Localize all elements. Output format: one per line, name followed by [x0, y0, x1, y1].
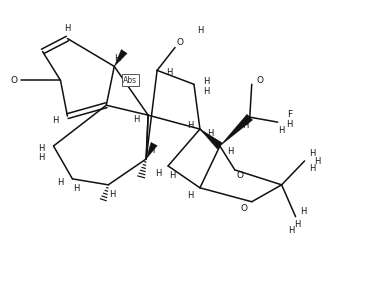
- Text: Abs: Abs: [123, 76, 137, 85]
- Polygon shape: [200, 129, 222, 149]
- Text: H: H: [166, 68, 172, 77]
- Text: H: H: [155, 169, 161, 178]
- Text: H: H: [197, 26, 203, 35]
- Polygon shape: [146, 142, 157, 159]
- Text: O: O: [10, 76, 17, 85]
- Text: H: H: [38, 145, 45, 154]
- Text: H: H: [64, 24, 70, 33]
- Text: H: H: [207, 129, 213, 138]
- Text: H: H: [203, 87, 209, 96]
- Text: H: H: [279, 126, 285, 135]
- Text: H: H: [227, 148, 233, 157]
- Text: H: H: [133, 115, 140, 124]
- Text: H: H: [52, 116, 59, 125]
- Text: F: F: [287, 110, 292, 119]
- Text: H: H: [148, 146, 154, 156]
- Text: O: O: [236, 171, 243, 180]
- Text: H: H: [286, 120, 293, 129]
- Text: H: H: [57, 178, 64, 187]
- Text: H: H: [309, 149, 316, 159]
- Text: H: H: [288, 226, 295, 235]
- Text: H: H: [114, 54, 120, 63]
- Polygon shape: [114, 50, 127, 67]
- Text: O: O: [256, 76, 263, 85]
- Text: H: H: [242, 121, 249, 129]
- Text: H: H: [109, 190, 116, 199]
- Polygon shape: [220, 114, 253, 146]
- Text: H: H: [187, 191, 193, 200]
- Text: H: H: [73, 184, 79, 193]
- Text: H: H: [309, 165, 316, 173]
- Text: H: H: [38, 154, 45, 162]
- Text: H: H: [187, 121, 193, 129]
- Text: O: O: [240, 204, 247, 213]
- Text: H: H: [300, 207, 307, 216]
- Text: H: H: [294, 220, 301, 229]
- Text: H: H: [203, 77, 209, 86]
- Text: H: H: [314, 157, 321, 166]
- Text: O: O: [176, 38, 184, 47]
- Text: H: H: [169, 171, 175, 180]
